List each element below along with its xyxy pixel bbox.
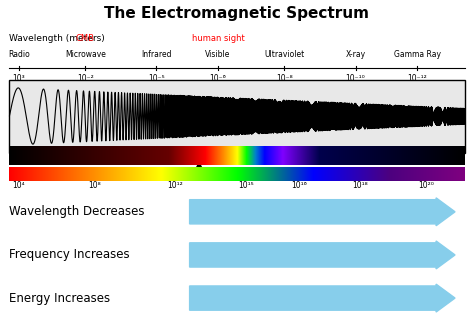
- Text: Energy Increases: Energy Increases: [9, 291, 110, 305]
- Text: 10⁻¹²: 10⁻¹²: [407, 74, 427, 83]
- Text: Frequency (Hz): Frequency (Hz): [9, 154, 78, 163]
- Text: 10³: 10³: [13, 74, 25, 83]
- Text: The Electromagnetic Spectrum: The Electromagnetic Spectrum: [104, 5, 370, 21]
- Text: human sight: human sight: [191, 33, 245, 42]
- Text: Radio: Radio: [8, 50, 30, 59]
- Text: CMB: CMB: [76, 33, 95, 42]
- Text: Frequency Increases: Frequency Increases: [9, 248, 130, 261]
- Text: Ultraviolet: Ultraviolet: [264, 50, 304, 59]
- FancyBboxPatch shape: [9, 80, 465, 153]
- Text: Wavelength (meters): Wavelength (meters): [9, 33, 105, 42]
- Text: 10¹²: 10¹²: [167, 181, 183, 190]
- Text: Microwave: Microwave: [65, 50, 106, 59]
- Text: 10⁻⁶: 10⁻⁶: [210, 74, 227, 83]
- Text: 10⁻⁸: 10⁻⁸: [276, 74, 293, 83]
- Text: 10⁴: 10⁴: [13, 181, 25, 190]
- Text: 10⁻¹⁰: 10⁻¹⁰: [346, 74, 365, 83]
- FancyArrow shape: [190, 284, 455, 312]
- Text: 10¹⁵: 10¹⁵: [238, 181, 255, 190]
- Text: Wavelength Decreases: Wavelength Decreases: [9, 205, 145, 218]
- Text: 10⁻⁵: 10⁻⁵: [148, 74, 165, 83]
- Text: 10²⁰: 10²⁰: [419, 181, 435, 190]
- Text: Gamma Ray: Gamma Ray: [393, 50, 441, 59]
- Text: Visible: Visible: [205, 50, 231, 59]
- Text: 10⁻²: 10⁻²: [77, 74, 94, 83]
- FancyArrow shape: [190, 241, 455, 269]
- Text: X-ray: X-ray: [346, 50, 365, 59]
- Text: Infrared: Infrared: [141, 50, 172, 59]
- FancyArrow shape: [190, 198, 455, 226]
- Text: 10¹⁸: 10¹⁸: [353, 181, 368, 190]
- Text: 10⁸: 10⁸: [89, 181, 101, 190]
- Text: 10¹⁶: 10¹⁶: [291, 181, 307, 190]
